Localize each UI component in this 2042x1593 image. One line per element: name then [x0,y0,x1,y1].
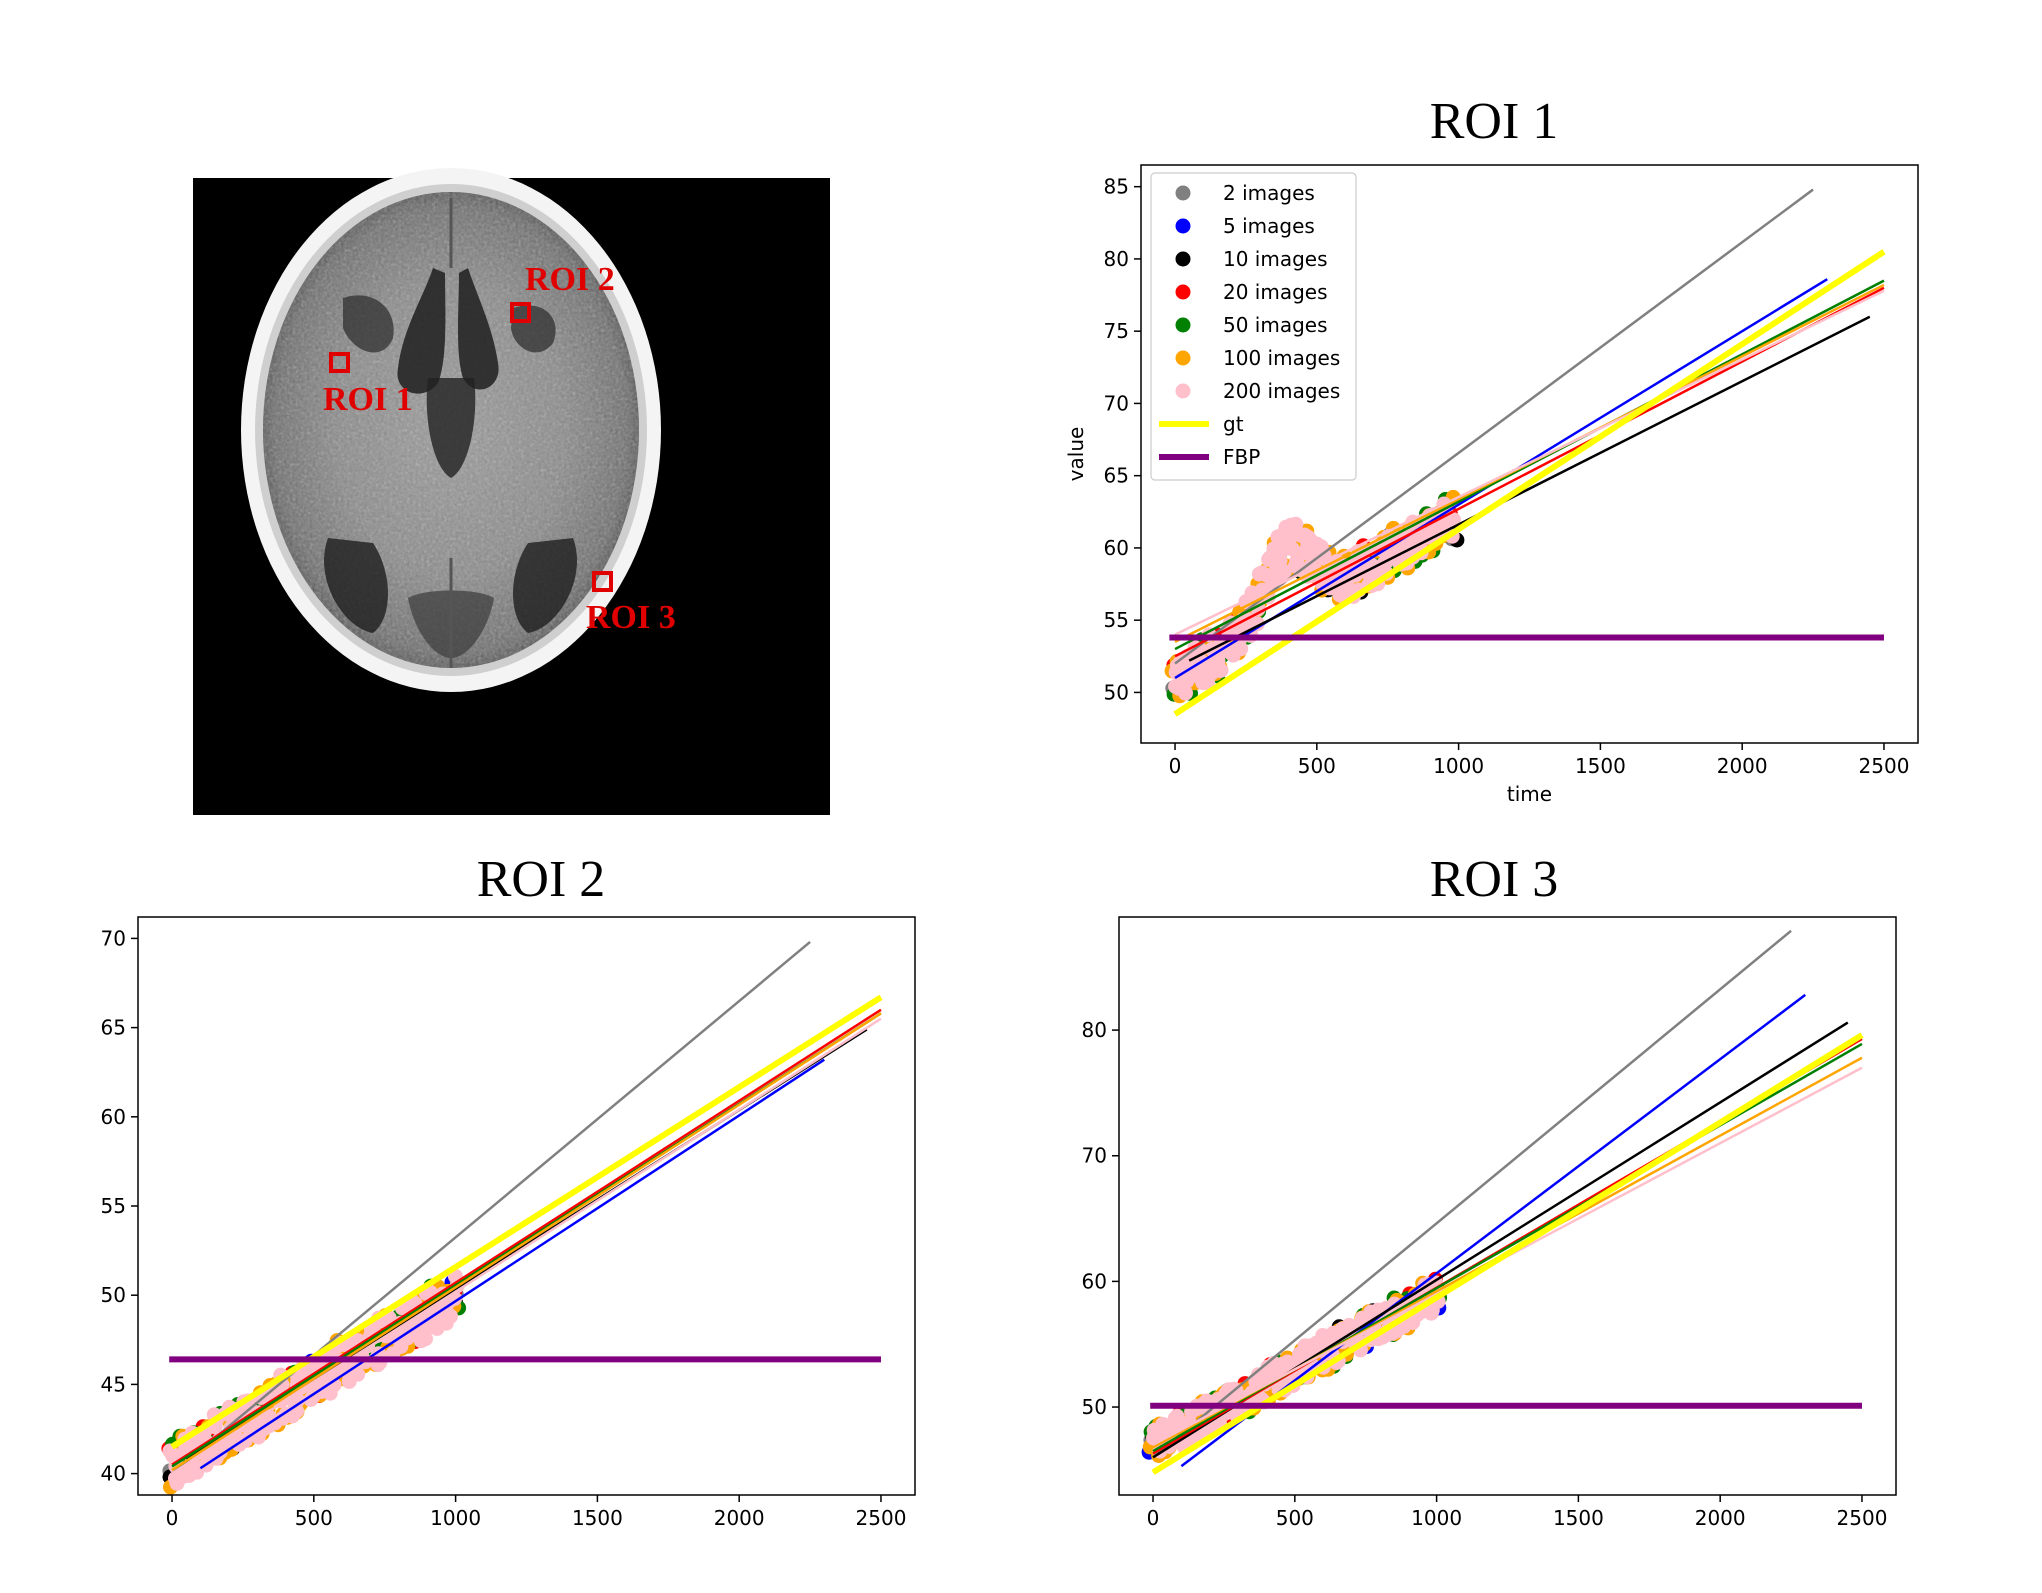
x-tick-label: 0 [1169,754,1182,778]
y-tick-label: 60 [1082,1269,1107,1293]
y-tick-label: 85 [1104,175,1129,199]
y-tick-label: 80 [1104,247,1129,271]
x-tick-label: 2500 [856,1506,907,1530]
y-tick-label: 70 [101,926,126,950]
y-tick-label: 65 [101,1016,126,1040]
x-tick-label: 1000 [1433,754,1484,778]
y-tick-label: 55 [101,1194,126,1218]
y-axis-label: value [1064,427,1088,482]
y-tick-label: 60 [1104,536,1129,560]
legend-marker [1176,252,1191,267]
scatter-point [1214,663,1229,678]
chart-title: ROI 3 [1430,851,1559,908]
x-tick-label: 2000 [1717,754,1768,778]
legend-label: 20 images [1223,280,1328,304]
y-tick-label: 55 [1104,608,1129,632]
x-tick-label: 1500 [1575,754,1626,778]
x-tick-label: 500 [295,1506,333,1530]
legend-marker [1176,351,1191,366]
x-axis-label: time [1507,782,1552,806]
legend-marker [1176,318,1191,333]
y-tick-label: 65 [1104,464,1129,488]
scatter-point [442,1309,457,1324]
legend-label: 200 images [1223,379,1340,403]
x-tick-label: 2500 [1859,754,1910,778]
legend-label: 100 images [1223,346,1340,370]
ct-brain-image: ROI 1 ROI 2 ROI 3 [193,168,830,815]
legend-label: 2 images [1223,181,1315,205]
x-tick-label: 1000 [430,1506,481,1530]
scatter-point [1233,641,1248,656]
y-tick-label: 50 [101,1283,126,1307]
x-tick-label: 2500 [1837,1506,1888,1530]
chart-roi-1: ROI 1 0 500 1000 1500 2000 2500 50 55 60 65 70 75 80… [1064,93,1918,806]
x-tick-label: 500 [1276,1506,1314,1530]
roi-3-label: ROI 3 [586,599,676,636]
legend-marker [1176,219,1191,234]
legend-marker [1176,384,1191,399]
y-tick-label: 40 [101,1462,126,1486]
y-tick-label: 60 [101,1105,126,1129]
chart-roi-2: ROI 2 0 500 1000 1500 2000 2500 40 45 50 55 60 65 70 [101,851,915,1530]
x-tick-label: 500 [1298,754,1336,778]
x-tick-label: 1500 [1553,1506,1604,1530]
x-tick-label: 1500 [572,1506,623,1530]
x-tick-label: 2000 [1695,1506,1746,1530]
x-tick-label: 1000 [1411,1506,1462,1530]
x-tick-label: 0 [1147,1506,1160,1530]
legend-marker [1176,285,1191,300]
y-tick-label: 50 [1082,1395,1107,1419]
chart-title: ROI 2 [477,851,606,908]
y-tick-label: 80 [1082,1018,1107,1042]
legend-label: 5 images [1223,214,1315,238]
roi-2-label: ROI 2 [525,261,615,298]
legend-label: gt [1223,412,1244,436]
roi-1-label: ROI 1 [323,381,413,418]
x-tick-label: 2000 [714,1506,765,1530]
legend-label: 10 images [1223,247,1328,271]
figure: ROI 1 ROI 2 ROI 3 ROI 1 0 500 1000 1500 2000… [0,0,2042,1593]
chart-title: ROI 1 [1430,93,1559,150]
y-tick-label: 50 [1104,680,1129,704]
legend-label: 50 images [1223,313,1328,337]
chart-roi-3: ROI 3 0 500 1000 1500 2000 2500 50 60 70 80 [1082,851,1896,1530]
legend-marker [1176,186,1191,201]
legend: 2 images 5 images 10 images 20 images 50 ima… [1151,173,1356,480]
y-tick-label: 70 [1082,1144,1107,1168]
legend-label: FBP [1223,445,1260,469]
y-tick-label: 70 [1104,391,1129,415]
y-tick-label: 75 [1104,319,1129,343]
x-tick-label: 0 [166,1506,179,1530]
y-tick-label: 45 [101,1372,126,1396]
